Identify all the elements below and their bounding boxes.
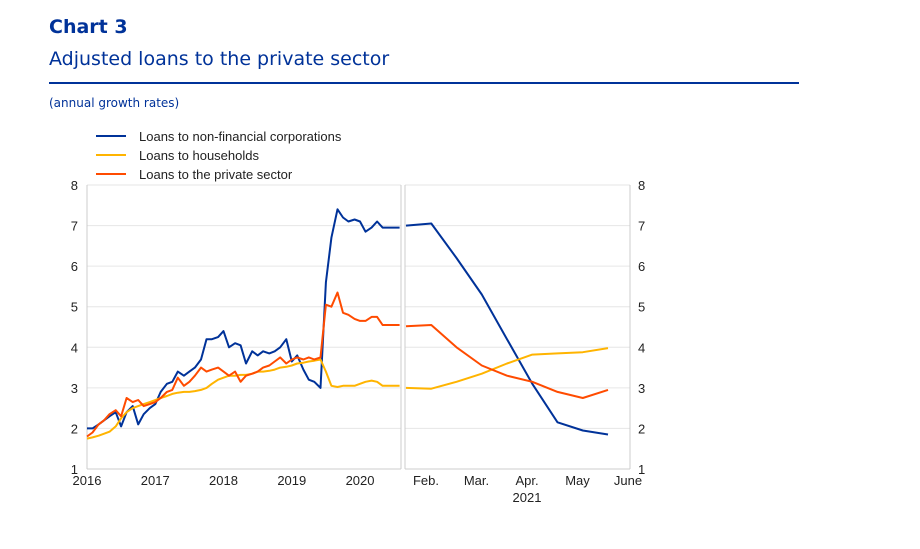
legend-label-nfc: Loans to non-financial corporations — [139, 129, 342, 144]
x-tick-label-month: June — [614, 473, 642, 488]
x-tick-label-year: 2020 — [346, 473, 375, 488]
y-tick-label-left: 2 — [71, 421, 78, 436]
x-tick-label-year: 2017 — [141, 473, 170, 488]
chart-title: Adjusted loans to the private sector — [49, 48, 390, 70]
series-line-left-private-sector — [86, 291, 400, 438]
x-tick-label-month: Mar. — [464, 473, 489, 488]
series-line-left-households — [86, 358, 400, 440]
y-tick-label-left: 5 — [71, 300, 78, 315]
x-tick-label-year: 2016 — [73, 473, 102, 488]
series-lines — [86, 208, 609, 440]
y-tick-label-left: 7 — [71, 219, 78, 234]
series-line-left-nfc — [87, 208, 400, 430]
y-tick-label-right: 6 — [638, 259, 645, 274]
legend: Loans to non-financial corporations Loans… — [96, 129, 342, 182]
axes — [86, 185, 631, 470]
series-line-right-nfc — [405, 222, 609, 436]
y-tick-label-right: 4 — [638, 340, 645, 355]
y-tick-label-left: 8 — [71, 178, 78, 193]
x-year-label: 2021 — [513, 490, 542, 505]
tick-labels: 1 1 2 2 3 3 4 4 5 5 6 6 7 7 8 8 2016 2017 2018 2019 2020 Feb.… — [71, 178, 645, 505]
x-tick-label-month: Apr. — [515, 473, 538, 488]
chart-subtitle: (annual growth rates) — [49, 96, 180, 110]
legend-label-private-sector: Loans to the private sector — [139, 167, 293, 182]
legend-label-households: Loans to households — [139, 148, 259, 163]
y-tick-label-left: 1 — [71, 462, 78, 477]
x-tick-label-year: 2018 — [209, 473, 238, 488]
y-tick-label-left: 6 — [71, 259, 78, 274]
grid-lines — [87, 184, 630, 429]
y-tick-label-right: 8 — [638, 178, 645, 193]
y-tick-label-right: 2 — [638, 421, 645, 436]
y-tick-label-right: 7 — [638, 219, 645, 234]
series-line-right-households — [405, 347, 609, 390]
x-tick-label-year: 2019 — [277, 473, 306, 488]
y-tick-label-left: 3 — [71, 381, 78, 396]
y-tick-label-right: 3 — [638, 381, 645, 396]
title-rule — [49, 82, 799, 84]
x-tick-label-month: May — [565, 473, 590, 488]
series-line-right-private-sector — [405, 324, 609, 399]
x-tick-label-month: Feb. — [413, 473, 439, 488]
chart-label: Chart 3 — [49, 16, 128, 38]
y-tick-label-left: 4 — [71, 340, 78, 355]
y-tick-label-right: 1 — [638, 462, 645, 477]
y-tick-label-right: 5 — [638, 300, 645, 315]
